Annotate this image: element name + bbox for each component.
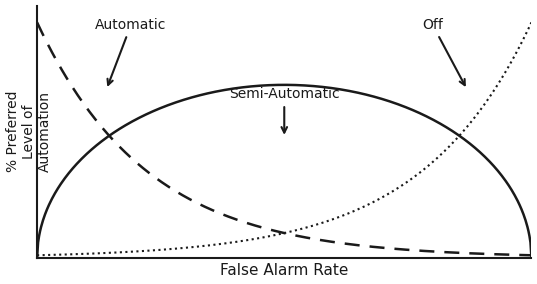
Y-axis label: % Preferred
Level of
Automation: % Preferred Level of Automation (5, 91, 52, 172)
Text: Automatic: Automatic (96, 18, 166, 85)
Text: Off: Off (422, 18, 465, 85)
Text: Semi-Automatic: Semi-Automatic (229, 87, 339, 133)
X-axis label: False Alarm Rate: False Alarm Rate (220, 264, 349, 278)
